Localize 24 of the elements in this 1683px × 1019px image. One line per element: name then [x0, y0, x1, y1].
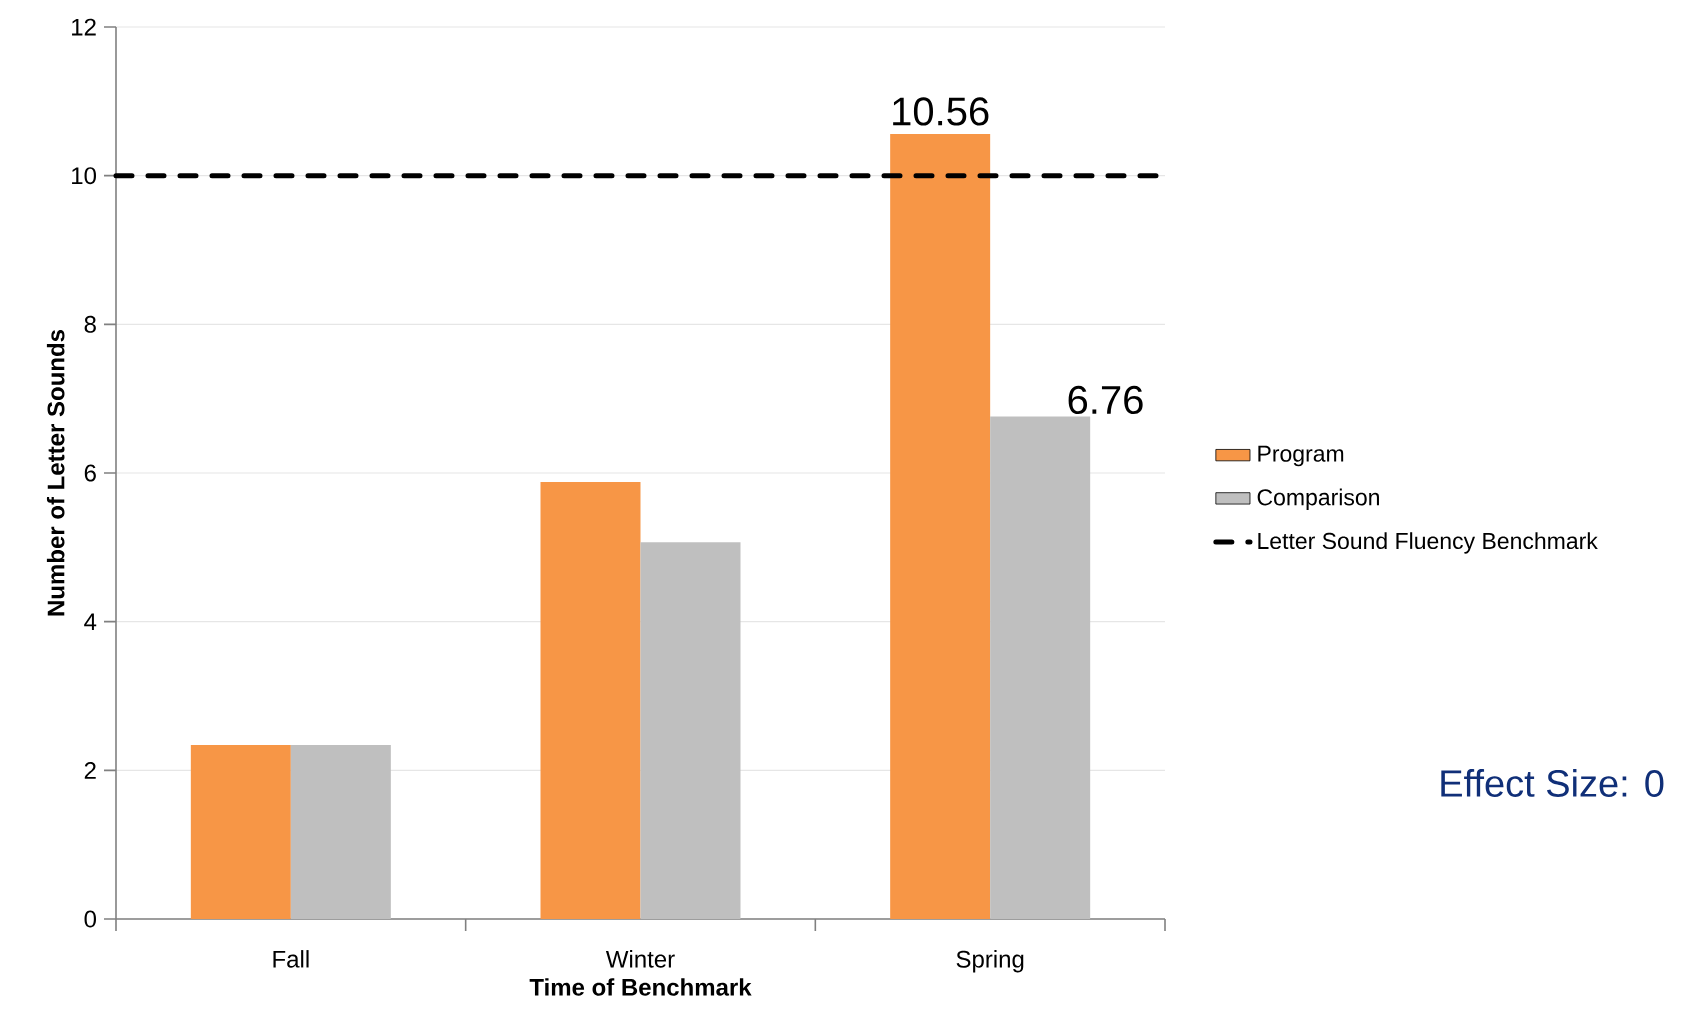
- y-tick-label: 12: [72, 18, 96, 36]
- y-axis-title: Number of Letter Sounds: [46, 329, 65, 616]
- bar: [190, 745, 291, 919]
- data-label: 6.76: [1068, 385, 1143, 415]
- y-tick-label: 8: [84, 315, 96, 333]
- y-tick-label: 2: [84, 761, 96, 779]
- y-tick-label: 6: [84, 464, 96, 482]
- bar: [640, 542, 741, 919]
- y-tick-label: 4: [84, 613, 97, 630]
- bar: [290, 745, 391, 919]
- x-axis-title: Time of Benchmark: [529, 978, 752, 996]
- text: Effect Size: 0: [1441, 769, 1664, 797]
- data-label: 10.56: [893, 97, 989, 126]
- y-tick-label: 0: [84, 910, 97, 928]
- bar: [990, 416, 1091, 919]
- legend-label: Program: [1258, 445, 1344, 467]
- legend-label: Letter Sound Fluency Benchmark: [1258, 532, 1598, 554]
- x-tick-label: Spring: [956, 950, 1024, 973]
- x-tick-label: Winter: [605, 950, 675, 968]
- legend-label: Comparison: [1257, 488, 1379, 510]
- y-tick-label: 10: [72, 167, 96, 185]
- bar: [890, 134, 991, 919]
- bar: [540, 481, 641, 919]
- x-tick-label: Fall: [273, 950, 309, 968]
